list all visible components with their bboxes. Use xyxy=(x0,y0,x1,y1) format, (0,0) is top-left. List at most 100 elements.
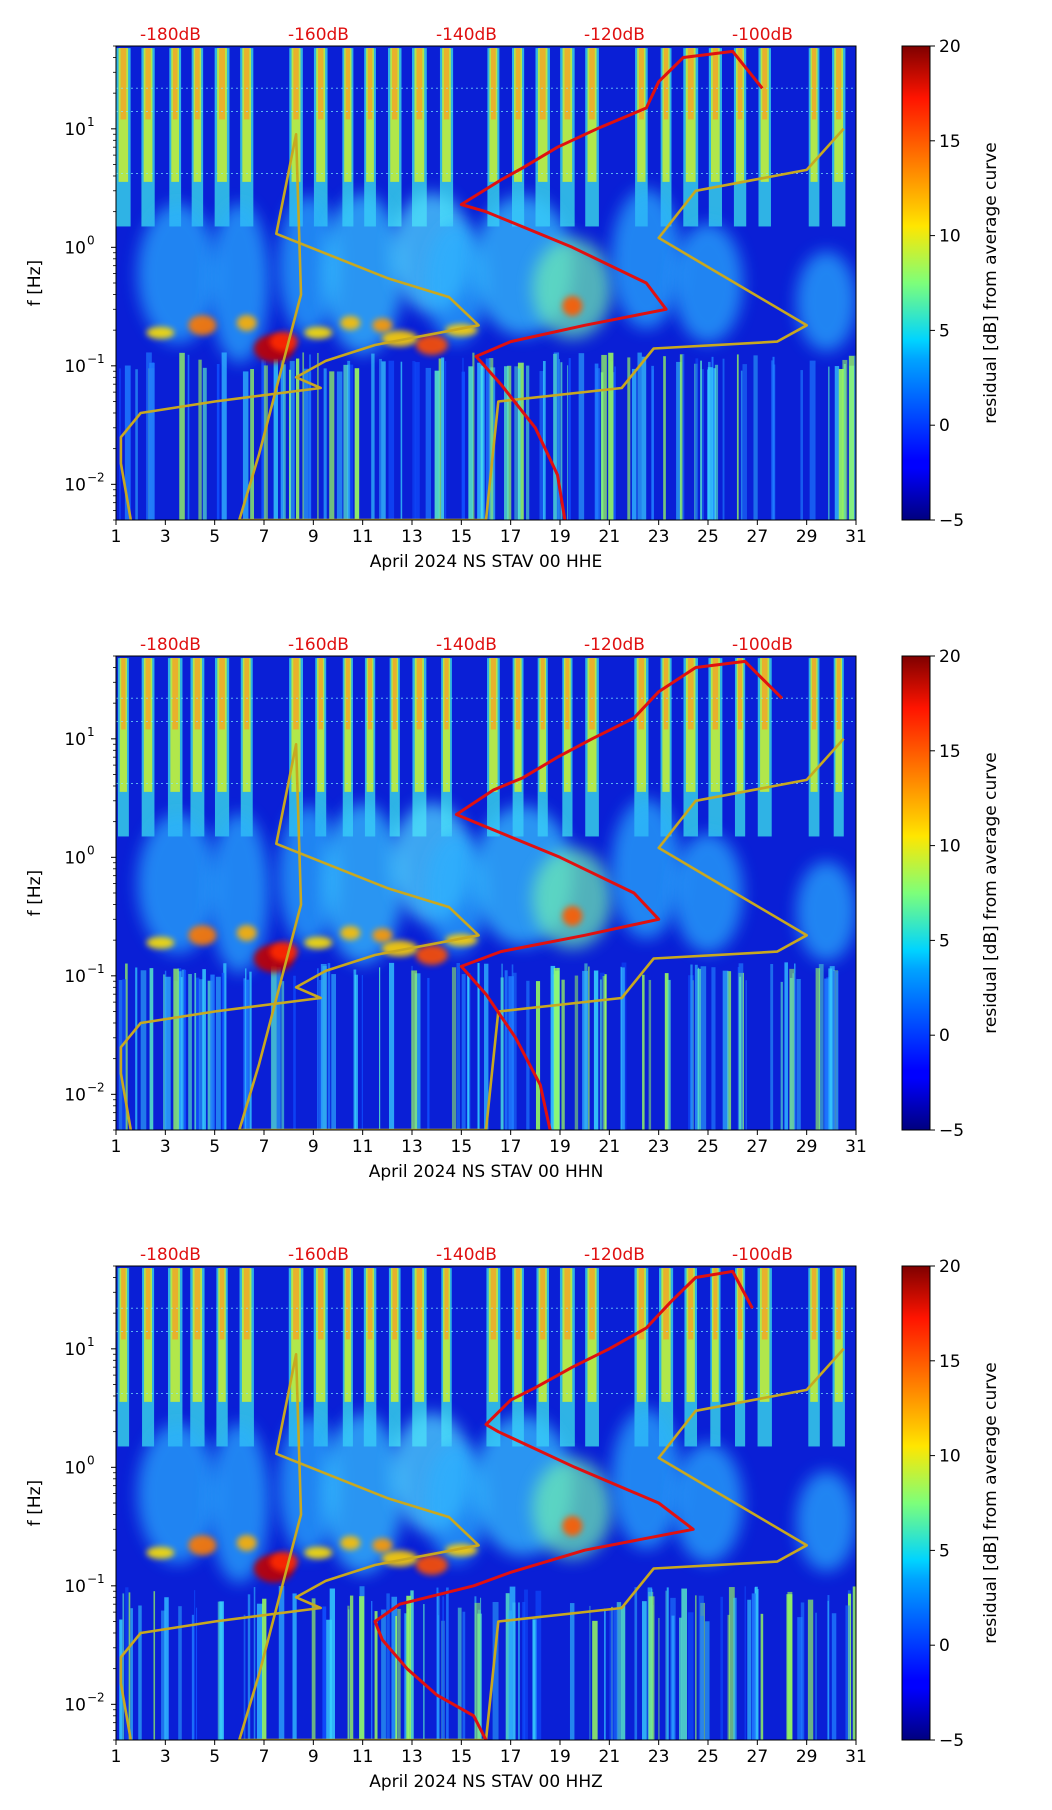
db-scale-label: -160dB xyxy=(288,1245,349,1265)
noise-band xyxy=(601,354,607,520)
noise-band xyxy=(128,1592,131,1740)
microseism-blob xyxy=(673,1443,743,1563)
daily-stripe-peak xyxy=(368,658,373,730)
microseism-blob xyxy=(322,803,403,964)
daily-stripe-peak xyxy=(663,658,669,730)
average-psd-curve xyxy=(373,1269,754,1740)
noise-band xyxy=(700,1615,705,1740)
y-tick-exponent: −2 xyxy=(87,1080,105,1094)
energy-peak xyxy=(415,944,448,965)
daily-stripe-peak xyxy=(589,1268,595,1340)
microseism-blob xyxy=(796,251,856,352)
energy-peak xyxy=(340,925,361,940)
noise-band xyxy=(780,981,783,1130)
reference-curve xyxy=(119,1347,845,1740)
daily-stripe-peak xyxy=(738,658,743,730)
y-axis-label: f [Hz] xyxy=(25,870,45,916)
noise-band xyxy=(690,964,693,1130)
noise-band xyxy=(436,1592,440,1740)
noise-band xyxy=(751,1593,756,1740)
daily-stripe-peak xyxy=(243,1268,250,1340)
colorbar-tick-label: 20 xyxy=(939,37,961,57)
daily-stripe-peak xyxy=(761,658,768,730)
energy-peak xyxy=(236,1534,257,1551)
noise-band xyxy=(700,360,702,520)
noise-band xyxy=(796,978,801,1130)
noise-band xyxy=(567,365,569,520)
noise-band xyxy=(302,352,305,520)
daily-stripe-peak xyxy=(564,1268,571,1340)
noise-band xyxy=(594,363,599,520)
noise-band xyxy=(771,360,774,520)
noise-band xyxy=(651,365,654,520)
daily-stripe-peak xyxy=(172,1268,179,1340)
x-tick-label: 25 xyxy=(697,1137,719,1157)
colorbar xyxy=(901,1265,931,1741)
noise-band xyxy=(307,371,312,520)
noise-band xyxy=(648,1596,655,1740)
noise-band xyxy=(410,1590,414,1740)
noise-band xyxy=(722,970,729,1130)
noise-band xyxy=(187,354,190,520)
noise-band xyxy=(593,970,599,1130)
y-tick-label: 10 xyxy=(64,1458,86,1478)
noise-band xyxy=(829,966,835,1130)
microseism-blob xyxy=(322,193,403,354)
noise-band xyxy=(620,966,622,1130)
microseism-blob xyxy=(322,1413,403,1574)
noise-band xyxy=(289,360,295,520)
daily-stripe-peak xyxy=(145,1268,151,1340)
noise-band xyxy=(682,354,685,520)
noise-band xyxy=(446,1587,449,1740)
noise-band xyxy=(568,358,571,520)
noise-band xyxy=(461,974,466,1130)
noise-band xyxy=(216,364,220,520)
daily-stripe-peak xyxy=(172,658,179,730)
x-tick-label: 11 xyxy=(352,1137,374,1157)
noise-band xyxy=(250,369,254,520)
noise-band xyxy=(125,963,128,1130)
daily-stripe-peak xyxy=(491,48,496,120)
noise-band xyxy=(374,1611,378,1740)
noise-band xyxy=(744,1586,746,1740)
noise-band xyxy=(687,1612,694,1740)
noise-band xyxy=(667,979,671,1130)
noise-band xyxy=(509,1586,516,1740)
noise-band xyxy=(262,1598,267,1740)
colorbar-tick-label: 15 xyxy=(939,742,961,762)
daily-stripe-peak xyxy=(687,48,694,120)
noise-band xyxy=(135,369,138,520)
x-tick-label: 3 xyxy=(160,1137,171,1157)
microseism-blob xyxy=(137,1423,218,1564)
noise-band xyxy=(670,1597,676,1740)
noise-band xyxy=(311,1598,316,1740)
noise-band xyxy=(511,964,514,1130)
noise-band xyxy=(560,362,563,520)
x-tick-label: 19 xyxy=(549,527,571,547)
noise-band xyxy=(631,368,637,520)
noise-band xyxy=(852,1586,856,1740)
noise-band xyxy=(381,361,386,520)
noise-band xyxy=(329,371,335,520)
daily-stripe-peak xyxy=(762,48,768,120)
noise-band xyxy=(514,366,520,520)
daily-stripe-peak xyxy=(416,48,423,120)
noise-band xyxy=(477,362,483,520)
noise-band xyxy=(215,976,221,1130)
daily-stripe-peak xyxy=(317,1268,324,1340)
db-scale-label: -160dB xyxy=(288,635,349,655)
noise-band xyxy=(442,1596,445,1740)
microseism-blob xyxy=(278,1415,339,1556)
microseism-blob xyxy=(426,833,487,953)
daily-stripe-peak xyxy=(712,658,719,730)
colorbar-tick-label: 20 xyxy=(939,1257,961,1277)
noise-band xyxy=(609,1609,614,1740)
x-tick-label: 7 xyxy=(259,527,270,547)
noise-band xyxy=(507,365,512,520)
daily-stripe-peak xyxy=(638,48,644,120)
colorbar-tick-label: 10 xyxy=(939,837,961,857)
noise-band xyxy=(588,966,590,1130)
microseism-blob xyxy=(532,238,613,339)
colorbar-tick-label: 0 xyxy=(939,1636,950,1656)
noise-band xyxy=(700,369,704,520)
